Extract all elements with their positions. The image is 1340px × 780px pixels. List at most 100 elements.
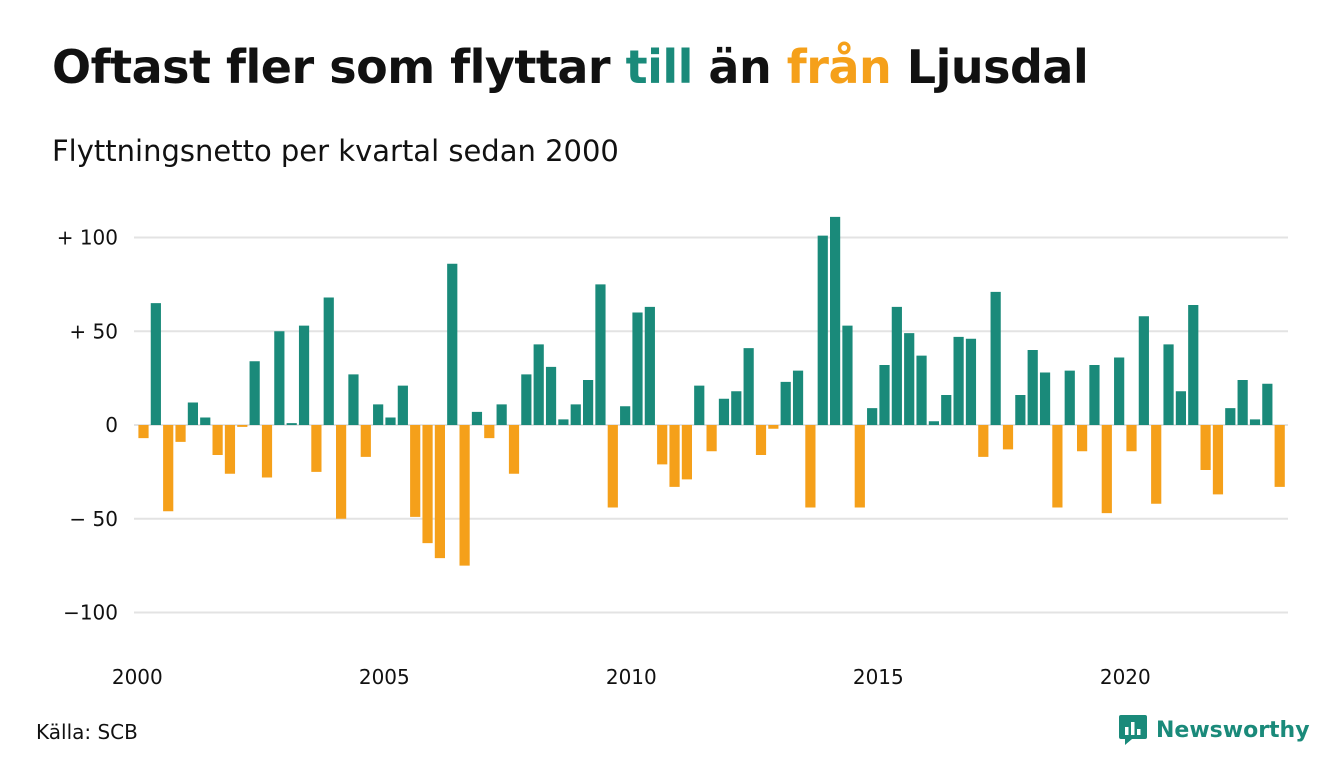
title-fran: från [786, 40, 892, 94]
bar [237, 425, 248, 427]
title-part-3: än [692, 40, 787, 94]
bar [224, 425, 236, 474]
bar [916, 355, 927, 426]
bar [1225, 408, 1236, 426]
bar [792, 370, 804, 426]
bar [1200, 425, 1211, 470]
bar [842, 325, 853, 426]
bar [694, 385, 705, 426]
bar [953, 336, 964, 426]
y-tick-label: 0 [105, 413, 118, 437]
bar [1212, 425, 1224, 495]
bar [583, 380, 594, 425]
bar [681, 425, 692, 480]
bar [1188, 305, 1199, 425]
bar [1163, 344, 1174, 426]
bar [595, 284, 606, 426]
bar [533, 344, 544, 426]
source-note: Källa: SCB [36, 720, 138, 744]
bar [434, 425, 445, 559]
bar [978, 425, 989, 457]
bar [348, 374, 359, 426]
bar [965, 338, 977, 425]
bar [1064, 370, 1075, 426]
x-tick-label: 2010 [606, 665, 657, 689]
bar [570, 404, 581, 426]
y-tick-label: + 100 [57, 226, 118, 250]
chart-title: Oftast fler som flyttar till än från Lju… [52, 40, 1089, 94]
bar [805, 425, 816, 508]
bar [1262, 383, 1273, 425]
x-tick-label: 2000 [112, 665, 163, 689]
bar [706, 425, 717, 452]
bar [879, 365, 890, 425]
bar [558, 419, 569, 426]
bar [1175, 391, 1186, 425]
bar [175, 425, 186, 442]
bar [1089, 365, 1100, 425]
x-axis-labels: 2000 2005 2010 2015 2020 [112, 665, 1151, 689]
bar [298, 325, 310, 426]
bar [410, 425, 421, 517]
bar [867, 408, 878, 426]
x-tick-label: 2020 [1100, 665, 1151, 689]
title-till: till [625, 40, 694, 94]
bar [632, 312, 643, 425]
bar [768, 425, 779, 429]
bar [249, 361, 260, 425]
bar [904, 333, 915, 426]
bar [1101, 425, 1112, 514]
bar [323, 297, 334, 425]
bar [928, 421, 939, 425]
bar [274, 331, 285, 425]
bar [447, 263, 458, 425]
bar [1114, 357, 1125, 425]
bar [1249, 419, 1261, 426]
bar [336, 425, 347, 519]
bar [1138, 316, 1149, 425]
bar [496, 404, 507, 426]
y-tick-label: + 50 [69, 319, 118, 343]
title-part-5: Ljusdal [891, 40, 1089, 94]
brand-logo: Newsworthy [1118, 713, 1310, 747]
bar [545, 366, 557, 426]
bar [755, 425, 767, 455]
bar [644, 306, 655, 426]
bar [212, 425, 223, 455]
bar-chart: + 100 + 50 0 − 50 −100 2000 2005 2010 2015 2020 [57, 216, 1288, 689]
bar [311, 425, 322, 472]
y-tick-label: − 50 [69, 507, 118, 531]
bar [187, 402, 198, 425]
bar [1126, 425, 1137, 452]
bar [620, 406, 631, 425]
bar [1039, 372, 1051, 425]
bar [607, 425, 618, 508]
title-part-1: Oftast fler som flyttar [52, 40, 626, 94]
bar [1002, 425, 1014, 450]
bar [731, 391, 742, 425]
bar [1015, 395, 1026, 425]
y-tick-label: −100 [63, 601, 118, 625]
bar [150, 303, 161, 426]
bar [360, 425, 371, 457]
x-tick-label: 2015 [853, 665, 904, 689]
bar [373, 404, 384, 426]
y-axis-labels: + 100 + 50 0 − 50 −100 [57, 226, 118, 625]
bar [743, 348, 754, 426]
bar [521, 374, 532, 426]
bar [138, 425, 149, 439]
bar [1077, 425, 1088, 452]
bar [854, 425, 865, 508]
bar [508, 425, 520, 474]
bar [459, 425, 470, 566]
bar [718, 398, 730, 425]
bar [471, 411, 483, 426]
bar [422, 425, 433, 544]
bar [990, 291, 1001, 426]
bar [385, 417, 396, 425]
bar [1237, 380, 1248, 425]
bar [669, 425, 680, 487]
bar [1052, 425, 1063, 508]
bar [780, 381, 791, 426]
x-tick-label: 2005 [359, 665, 410, 689]
